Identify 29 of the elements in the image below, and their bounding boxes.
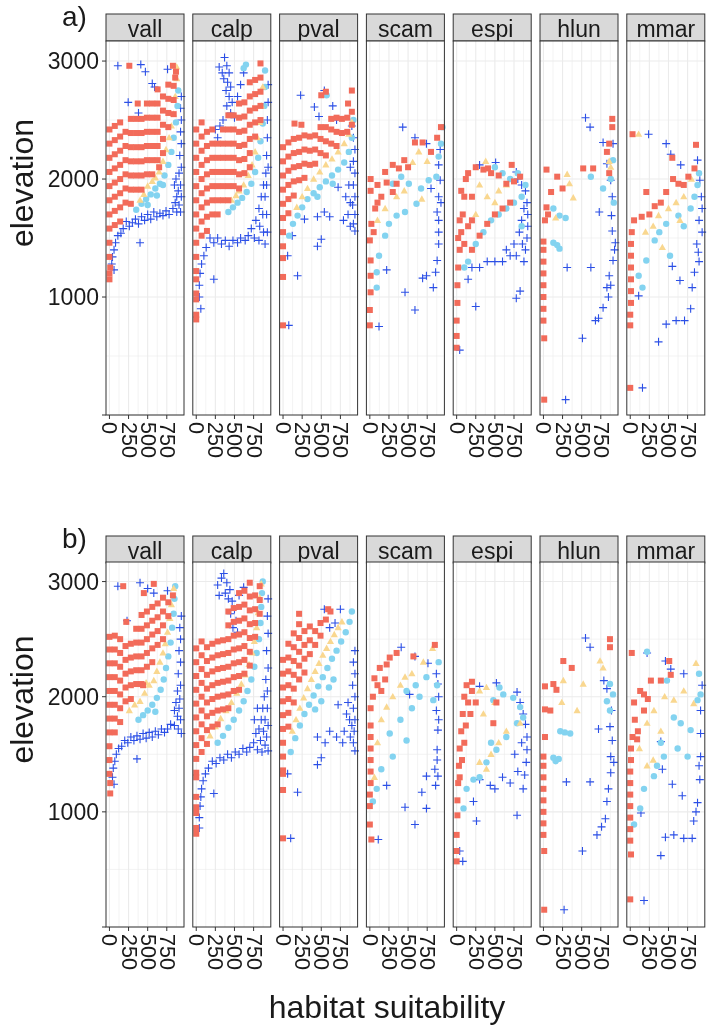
chart-title: mmar (636, 537, 696, 564)
x-tick-label: 0 (444, 422, 469, 434)
chart-title: pval (297, 15, 340, 42)
x-axis-title: habitat suitability (268, 989, 506, 1025)
text: a) (62, 0, 87, 32)
chart-title: espi (471, 15, 514, 42)
y-tick-label: 2000 (47, 683, 99, 710)
chart-title: hlun (557, 537, 601, 564)
y-tick-label: 3000 (47, 568, 99, 595)
x-tick-label: 0 (444, 934, 469, 946)
y-tick-label: 2000 (47, 166, 99, 193)
y-axis-title: elevation (4, 635, 40, 764)
chart-title: espi (471, 537, 514, 564)
chart-title: hlun (557, 15, 601, 42)
chart-title: calp (210, 537, 253, 564)
chart-title: pval (297, 537, 340, 564)
chart-title: scam (377, 15, 433, 42)
chart-title: scam (377, 537, 433, 564)
y-axis-title: elevation (4, 118, 40, 248)
chart-title: vall (127, 15, 163, 42)
x-tick-label: 0 (357, 422, 382, 434)
y-tick-label: 1000 (47, 798, 99, 825)
chart-title: mmar (636, 15, 696, 42)
text: b) (62, 522, 87, 554)
y-tick-label: 3000 (47, 48, 99, 75)
x-tick-label: 0 (357, 934, 382, 946)
chart-title: vall (127, 537, 163, 564)
y-tick-label: 1000 (47, 284, 99, 311)
chart-title: calp (210, 15, 253, 42)
